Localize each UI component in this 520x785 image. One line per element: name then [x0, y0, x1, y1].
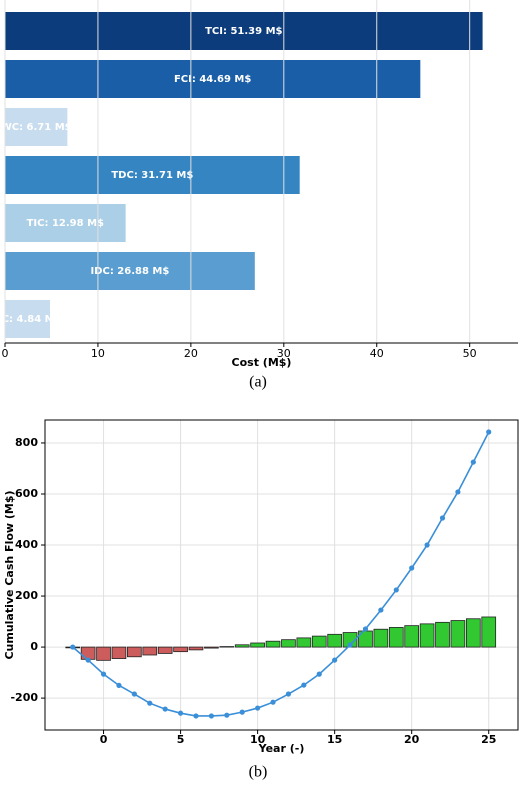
bar [373, 628, 389, 648]
line-point [486, 429, 492, 435]
bar [281, 639, 296, 648]
bar [127, 646, 142, 658]
bar-label: TIC: 12.98 M$ [27, 218, 104, 229]
bar [5, 252, 255, 290]
bar [250, 642, 265, 648]
bar-label: FCI: 44.69 M$ [174, 74, 251, 85]
bar [188, 646, 204, 651]
bar [5, 108, 68, 146]
bar [435, 621, 450, 648]
line-point [208, 713, 214, 719]
bar [234, 644, 250, 648]
line-point [270, 699, 276, 705]
line-point [378, 607, 384, 613]
bar [204, 646, 219, 649]
line-point [332, 657, 338, 663]
bar [173, 646, 188, 653]
caption: (b) [249, 764, 268, 781]
x-tick-label: 25 [481, 733, 496, 746]
line-point [362, 626, 369, 632]
x-tick-label: 40 [370, 347, 384, 360]
x-tick-label: 20 [404, 733, 420, 746]
bar-label: IDC: 26.88 M$ [90, 266, 169, 277]
y-tick-label: 600 [15, 487, 38, 500]
line-point [347, 642, 353, 648]
plot-frame [44, 419, 519, 731]
x-tick-label: 5 [177, 733, 185, 746]
bar [419, 623, 435, 648]
y-tick-label: 200 [15, 589, 38, 602]
bar [265, 640, 281, 648]
line-point [116, 682, 122, 688]
line-point [393, 587, 399, 593]
cumulative-line [72, 431, 490, 717]
bar [5, 300, 50, 338]
line-point [85, 657, 91, 663]
line-point [455, 489, 461, 495]
bar [388, 627, 404, 648]
line-point [131, 691, 137, 697]
line-point [177, 710, 184, 716]
caption: (a) [249, 374, 267, 391]
x-tick-label: 0 [2, 347, 9, 360]
bar [311, 635, 327, 648]
y-tick-label: 400 [15, 538, 38, 551]
line-point [70, 644, 76, 650]
y-tick-label: -200 [10, 691, 38, 704]
bar-label: TDC: 31.71 M$ [111, 170, 193, 181]
bar [481, 616, 497, 648]
line-point [162, 706, 168, 712]
bar [450, 620, 466, 648]
bar-label: WC: 6.71 M$ [1, 122, 72, 133]
line-point [439, 515, 446, 521]
bar [96, 646, 111, 661]
bar-label: TCI: 51.39 M$ [205, 26, 282, 37]
bar [157, 646, 173, 654]
bar [465, 618, 481, 648]
x-tick-label: 20 [184, 347, 198, 360]
line-point [301, 682, 307, 688]
line-point [193, 713, 199, 719]
bar-label: DC: 4.84 M$ [0, 314, 62, 325]
x-tick-label: 15 [327, 733, 342, 746]
x-tick-label: 10 [91, 347, 105, 360]
line-point [239, 709, 245, 715]
y-tick-label: 800 [15, 436, 38, 449]
line-point [224, 712, 230, 718]
y-tick-label: 0 [30, 640, 38, 653]
bar [404, 625, 420, 648]
bar [142, 646, 158, 656]
bar [5, 60, 421, 98]
x-tick-label: 30 [277, 347, 291, 360]
line-point [255, 705, 261, 711]
x-axis-label: Year (-) [258, 742, 305, 755]
x-tick-label: 10 [250, 733, 266, 746]
bar [5, 12, 483, 50]
plot-a: TCI: 51.39 M$ FCI: 44.69 M$ WC: 6.71 M$ TDC… [0, 12, 483, 338]
line-point [100, 671, 107, 677]
y-axis-label: Cumulative Cash Flow (M$) [3, 490, 16, 659]
line-point [147, 700, 153, 706]
x-tick-label: 50 [463, 347, 477, 360]
line-point [470, 459, 476, 465]
line-point [316, 671, 322, 677]
line-point [409, 565, 415, 571]
bar [219, 646, 235, 648]
line-point [424, 542, 430, 548]
x-tick-label: 0 [100, 733, 108, 746]
line-point [285, 691, 292, 697]
plot-b: 0 5 10 15 20 25 -200 0 200 400 600 800 Year (-) Cumul… [3, 419, 519, 781]
bar [80, 646, 96, 660]
bar [111, 646, 127, 659]
bar [327, 633, 342, 648]
bar [5, 156, 300, 194]
bar [5, 204, 126, 242]
bar [296, 637, 312, 648]
x-axis-label: Cost (M$) [232, 356, 292, 369]
